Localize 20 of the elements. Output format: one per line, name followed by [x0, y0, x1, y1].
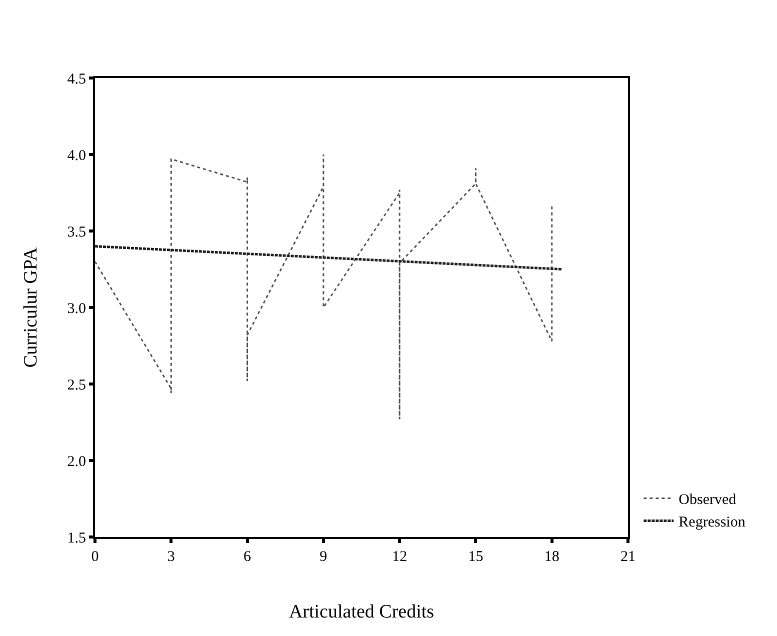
y-tick-label: 3.5: [67, 224, 86, 240]
y-tick-label: 3.0: [67, 300, 86, 317]
x-tick-label: 21: [620, 549, 636, 565]
y-tick-label: 4.5: [67, 71, 86, 88]
x-tick-label: 15: [468, 549, 484, 565]
legend-label: Observed: [678, 492, 737, 508]
x-tick-label: 6: [244, 549, 252, 565]
x-tick-label: 0: [91, 549, 99, 565]
line-series: [95, 154, 553, 420]
x-tick-label: 12: [392, 549, 408, 565]
y-tick-label: 2.0: [67, 454, 86, 470]
y-tick-label: 2.5: [67, 377, 86, 394]
x-tick-label: 9: [320, 549, 328, 565]
x-tick-label: 3: [167, 549, 175, 565]
y-tick-label: 4.0: [67, 148, 86, 164]
y-axis-title: Curriculur GPA: [20, 247, 42, 368]
x-axis-title: Articulated Credits: [288, 601, 434, 622]
y-tick-label: 1.5: [67, 530, 86, 546]
x-tick-label: 18: [544, 549, 560, 565]
legend-label: Regression: [678, 514, 746, 531]
